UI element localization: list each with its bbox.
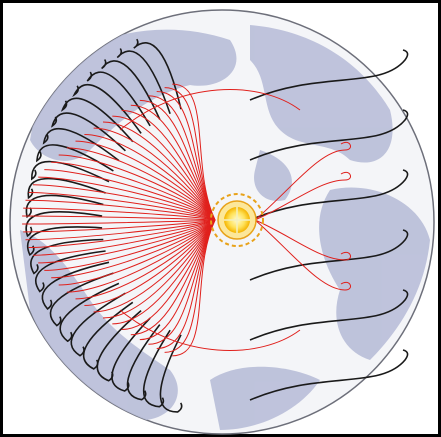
- red-feather: [66, 219, 216, 293]
- red-feather: [75, 140, 216, 221]
- red-feather: [28, 219, 216, 248]
- landmass: [319, 187, 430, 360]
- black-plume: [49, 272, 114, 327]
- black-plume: [72, 84, 142, 134]
- black-tendril: [249, 229, 409, 281]
- black-plume: [30, 160, 110, 183]
- black-plume: [86, 71, 151, 127]
- red-feather: [121, 219, 216, 330]
- red-feather: [51, 161, 216, 221]
- black-plume: [116, 48, 171, 115]
- black-plume: [159, 334, 183, 413]
- black-plume: [60, 97, 134, 143]
- black-plume: [50, 112, 126, 152]
- red-flame: [254, 219, 351, 291]
- red-feather: [130, 104, 216, 221]
- red-flame: [254, 171, 351, 221]
- black-tendril: [249, 109, 409, 161]
- black-swirls: [25, 38, 409, 413]
- red-flame: [254, 141, 351, 221]
- black-plume: [101, 59, 161, 120]
- sun: [210, 193, 264, 247]
- red-feathers: [22, 83, 351, 357]
- red-feather: [121, 110, 216, 221]
- red-feather: [44, 169, 216, 221]
- black-tendril: [249, 49, 409, 101]
- red-feather: [22, 219, 216, 225]
- red-feather: [84, 134, 216, 221]
- red-feather: [22, 215, 216, 221]
- black-plume: [133, 38, 182, 110]
- black-plume: [25, 211, 103, 238]
- black-plume: [142, 329, 171, 408]
- red-feather: [102, 121, 216, 221]
- red-feather: [139, 99, 216, 221]
- red-feather: [23, 219, 216, 233]
- red-outline: [119, 89, 301, 131]
- red-feather: [38, 176, 216, 221]
- landmass: [250, 25, 393, 163]
- red-feather: [44, 219, 216, 271]
- red-feather: [32, 219, 216, 256]
- red-feather: [139, 219, 216, 341]
- red-feather: [93, 219, 216, 313]
- black-tendril: [249, 289, 409, 341]
- red-feather: [51, 219, 216, 279]
- red-feather: [130, 219, 216, 336]
- red-feather: [148, 219, 216, 345]
- red-outline: [119, 309, 301, 351]
- red-feather: [93, 127, 216, 221]
- black-plume: [59, 282, 120, 343]
- black-plume: [25, 194, 104, 219]
- black-plume: [42, 127, 120, 162]
- black-tendril: [249, 349, 409, 401]
- black-plume: [111, 317, 151, 392]
- red-feather: [58, 219, 216, 286]
- continents: [20, 25, 430, 430]
- red-feather: [112, 115, 216, 221]
- red-feather: [84, 219, 216, 306]
- red-feather: [38, 219, 216, 264]
- black-plume: [126, 324, 161, 401]
- red-feather: [102, 219, 216, 319]
- red-feather: [172, 83, 216, 221]
- red-feather: [28, 192, 216, 221]
- landmass: [210, 366, 320, 430]
- red-feather: [32, 184, 216, 221]
- red-feather: [172, 219, 216, 357]
- red-feather: [25, 219, 216, 241]
- red-feather: [23, 207, 216, 221]
- black-plume: [26, 226, 103, 256]
- black-plume: [35, 144, 114, 172]
- red-feather: [25, 199, 216, 221]
- red-flame: [254, 219, 351, 261]
- black-plume: [34, 250, 106, 293]
- red-feather: [164, 219, 216, 353]
- landmass: [254, 150, 292, 201]
- red-feather: [112, 219, 216, 325]
- black-plume: [41, 261, 110, 310]
- sun-corona: [210, 193, 264, 247]
- red-feather: [66, 147, 216, 221]
- red-feather: [75, 219, 216, 300]
- black-tendril: [249, 169, 409, 221]
- red-feather: [58, 154, 216, 221]
- black-plume: [30, 238, 104, 275]
